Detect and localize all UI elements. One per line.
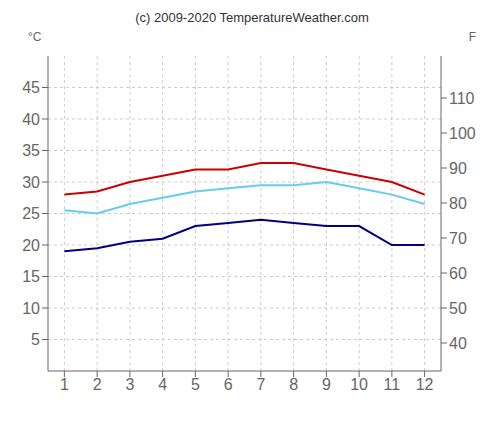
svg-text:5: 5 <box>191 376 200 393</box>
svg-text:3: 3 <box>125 376 134 393</box>
svg-text:25: 25 <box>22 205 40 222</box>
svg-text:7: 7 <box>256 376 265 393</box>
svg-text:40: 40 <box>22 111 40 128</box>
svg-text:10: 10 <box>350 376 368 393</box>
html-text:F: F <box>468 30 476 44</box>
svg-text:9: 9 <box>322 376 331 393</box>
html-text:(c) 2009-2020 TemperatureWeath: (c) 2009-2020 TemperatureWeather.com <box>135 10 369 25</box>
svg-text:12: 12 <box>416 376 434 393</box>
svg-text:45: 45 <box>22 79 40 96</box>
svg-text:40: 40 <box>449 335 467 352</box>
svg-text:5: 5 <box>31 331 40 348</box>
svg-text:60: 60 <box>449 265 467 282</box>
svg-text:50: 50 <box>449 300 467 317</box>
svg-text:4: 4 <box>158 376 167 393</box>
svg-text:110: 110 <box>449 90 475 107</box>
svg-text:90: 90 <box>449 160 467 177</box>
svg-text:100: 100 <box>449 125 476 142</box>
svg-text:20: 20 <box>22 237 40 254</box>
svg-text:6: 6 <box>224 376 233 393</box>
svg-text:70: 70 <box>449 230 467 247</box>
svg-text:35: 35 <box>22 142 40 159</box>
svg-text:11: 11 <box>384 376 401 393</box>
svg-text:80: 80 <box>449 195 467 212</box>
svg-text:8: 8 <box>289 376 298 393</box>
svg-text:1: 1 <box>60 376 69 393</box>
svg-text:2: 2 <box>93 376 102 393</box>
svg-text:15: 15 <box>22 268 40 285</box>
html-text:°C: °C <box>28 30 42 44</box>
svg-text:10: 10 <box>22 300 40 317</box>
svg-text:30: 30 <box>22 174 40 191</box>
